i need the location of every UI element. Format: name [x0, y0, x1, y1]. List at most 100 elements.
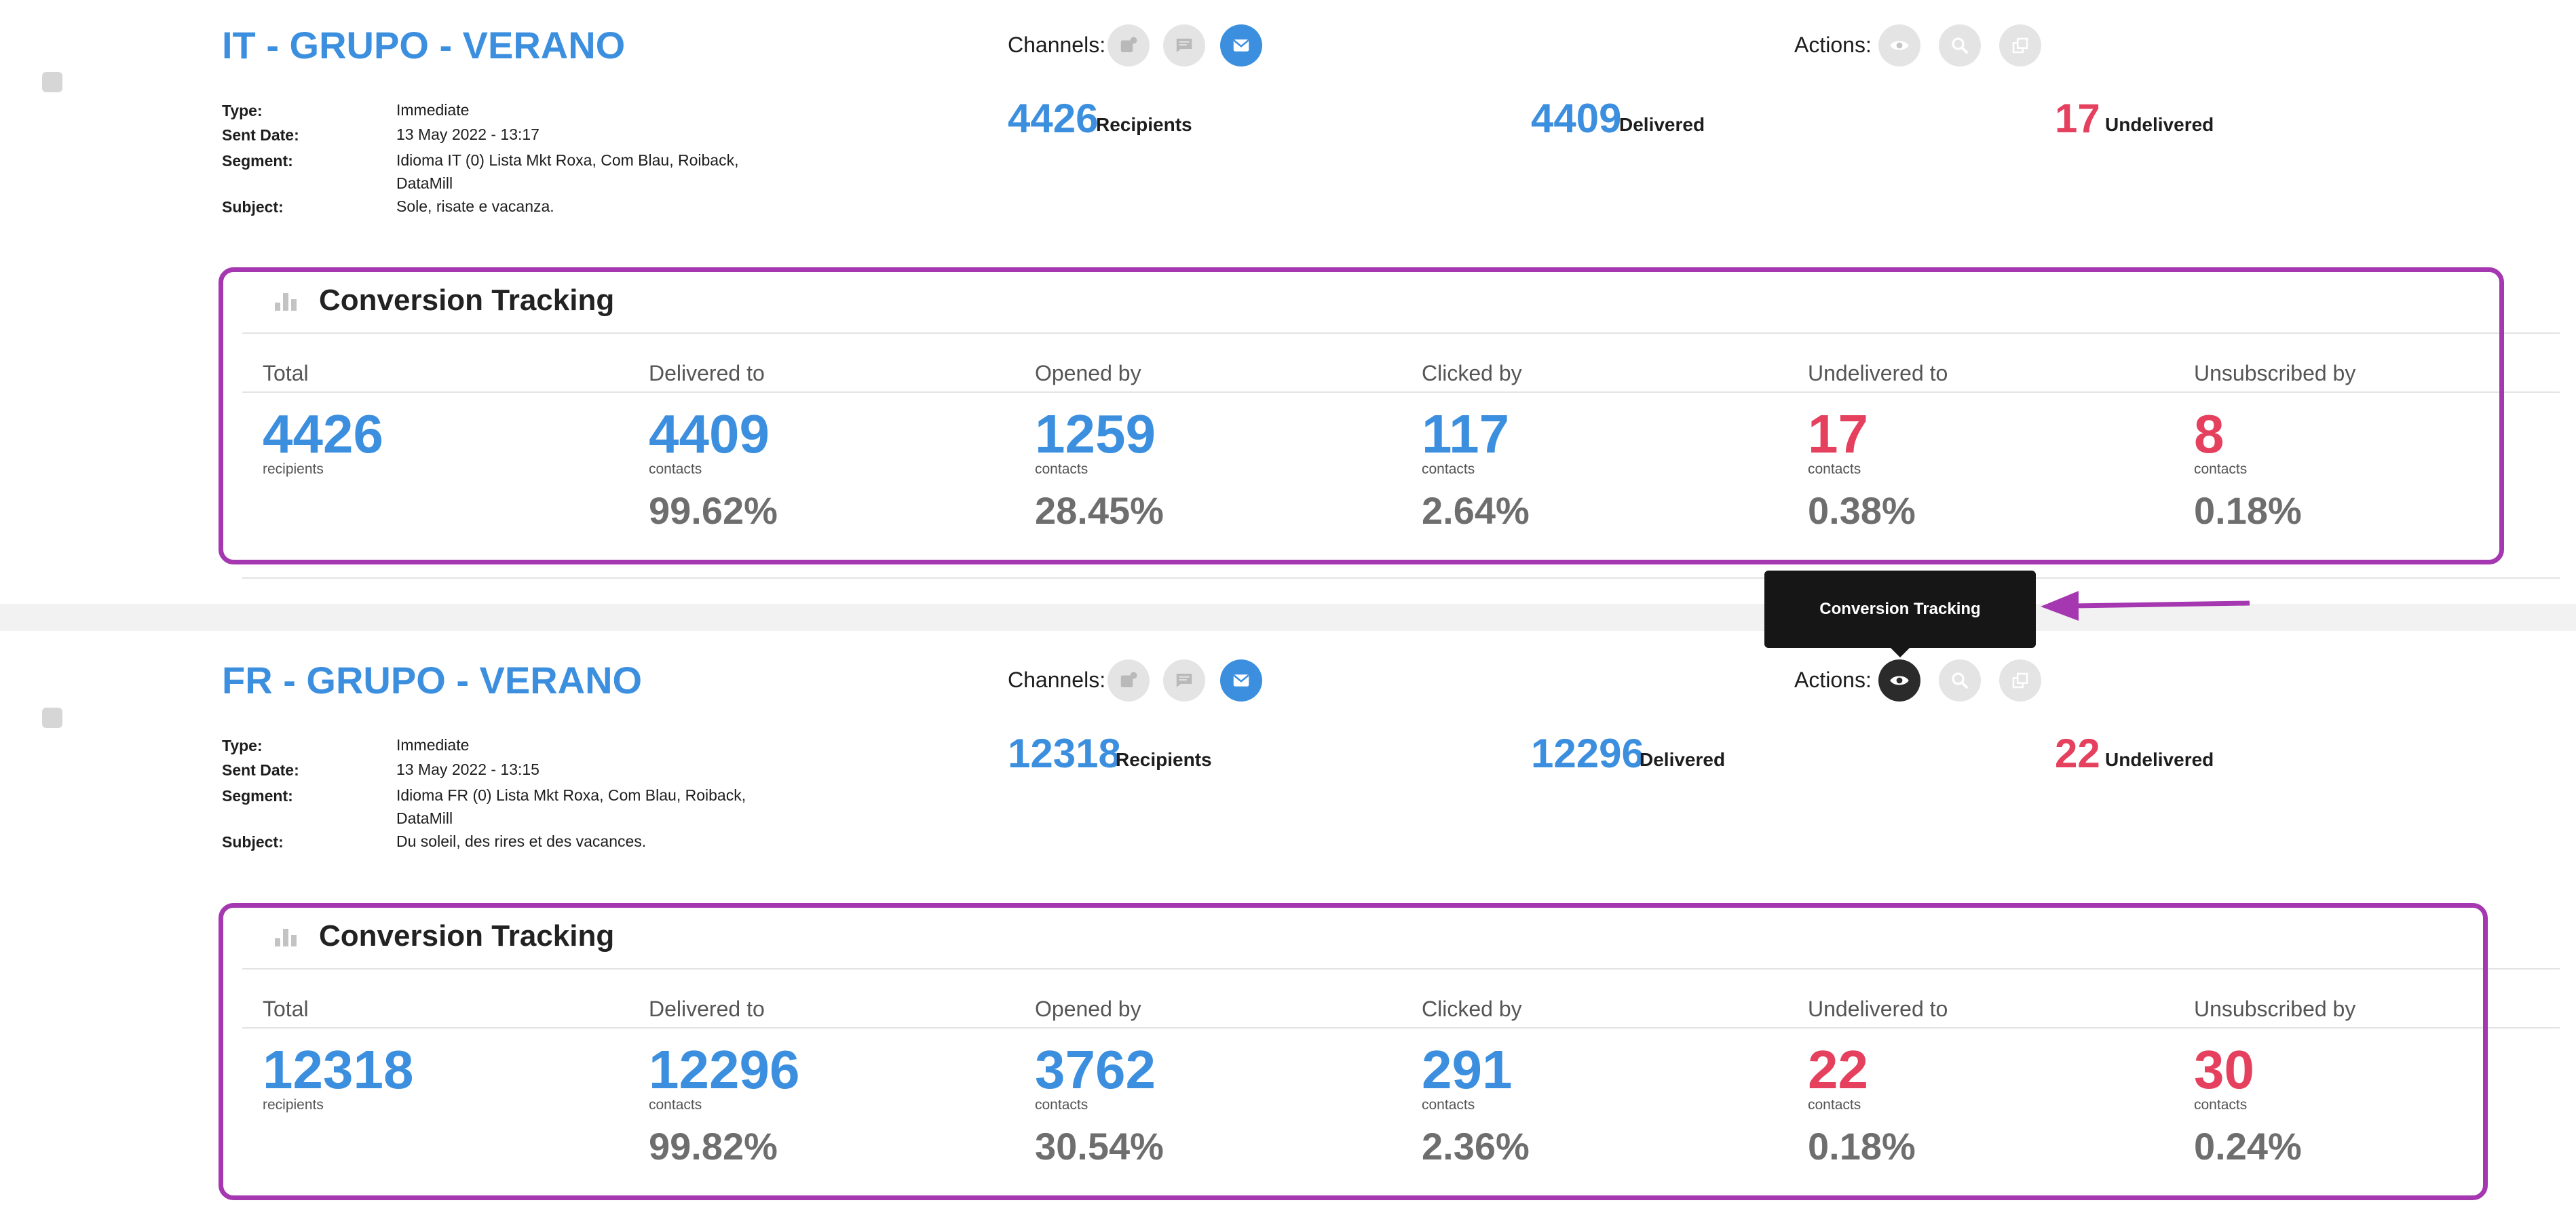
ct-opened-head: Opened by — [1035, 361, 1141, 385]
ct-header-divider — [242, 968, 2560, 970]
ct-opened-unit: contacts — [1035, 461, 1088, 477]
segment-label: Segment: — [222, 152, 293, 170]
subject-label: Subject: — [222, 198, 284, 216]
campaign-title[interactable]: IT - GRUPO - VERANO — [222, 24, 626, 66]
ct-delivered-pct: 99.62% — [649, 489, 778, 532]
ct-clicked-pct: 2.64% — [1422, 489, 1530, 532]
sms-chat-icon — [1176, 674, 1192, 687]
sent-date-label: Sent Date: — [222, 761, 299, 779]
type-label: Type: — [222, 102, 263, 119]
ct-total-value: 12318 — [263, 1039, 414, 1100]
campaign-title[interactable]: FR - GRUPO - VERANO — [222, 659, 643, 702]
ct-total-head: Total — [263, 361, 309, 385]
ct-delivered-value: 4409 — [649, 404, 770, 464]
email-channel-button[interactable] — [1220, 659, 1262, 702]
ct-title: Conversion Tracking — [319, 284, 615, 317]
segment-value-line1: Idioma FR (0) Lista Mkt Roxa, Com Blau, … — [396, 786, 746, 804]
email-channel-button[interactable] — [1220, 24, 1262, 66]
duplicate-copy-icon — [2012, 672, 2028, 689]
tooltip-text: Conversion Tracking — [1819, 600, 1981, 618]
campaign-separator — [0, 604, 2576, 631]
push-channel-button[interactable] — [1107, 659, 1150, 702]
view-conversion-button[interactable] — [1878, 24, 1920, 66]
ct-delivered-pct: 99.82% — [649, 1125, 778, 1168]
channels-label: Channels: — [1008, 33, 1106, 57]
sent-date-label: Sent Date: — [222, 126, 299, 144]
ct-delivered-unit: contacts — [649, 461, 702, 477]
delivered-label: Delivered — [1640, 749, 1726, 770]
campaign-it: IT - GRUPO - VERANO Type: Immediate Sent… — [0, 0, 2576, 604]
push-channel-button[interactable] — [1107, 24, 1150, 66]
view-conversion-button[interactable] — [1878, 659, 1920, 702]
duplicate-campaign-button[interactable] — [1999, 24, 2041, 66]
ct-unsubscribed-value: 8 — [2194, 404, 2224, 464]
ct-bottom-divider — [242, 577, 2560, 579]
email-envelope-icon — [1233, 674, 1249, 687]
search-details-button[interactable] — [1939, 24, 1981, 66]
ct-columns-divider — [242, 391, 2560, 393]
sent-date-value: 13 May 2022 - 13:15 — [396, 761, 539, 778]
actions-label: Actions: — [1794, 33, 1872, 57]
ct-highlight-frame — [219, 267, 2504, 564]
sent-date-value: 13 May 2022 - 13:17 — [396, 126, 539, 143]
ct-clicked-head: Clicked by — [1422, 361, 1522, 385]
bar-chart-icon — [275, 929, 297, 946]
sms-chat-icon — [1176, 39, 1192, 52]
type-value: Immediate — [396, 736, 470, 754]
segment-value-line2: DataMill — [396, 809, 453, 827]
ct-clicked-unit: contacts — [1422, 461, 1475, 477]
actions-label: Actions: — [1794, 668, 1872, 692]
ct-opened-unit: contacts — [1035, 1097, 1088, 1113]
ct-opened-pct: 28.45% — [1035, 489, 1164, 532]
ct-undelivered-value: 22 — [1808, 1039, 1868, 1100]
undelivered-count: 22 — [2055, 731, 2100, 776]
eye-icon — [1890, 676, 1909, 685]
campaign-select-checkbox[interactable] — [42, 708, 62, 728]
ct-opened-pct: 30.54% — [1035, 1125, 1164, 1168]
ct-clicked-head: Clicked by — [1422, 997, 1522, 1021]
channels-label: Channels: — [1008, 668, 1106, 692]
ct-clicked-value: 117 — [1422, 404, 1510, 464]
campaign-select-checkbox[interactable] — [42, 72, 62, 92]
undelivered-count: 17 — [2055, 96, 2100, 141]
recipients-label: Recipients — [1096, 114, 1192, 135]
ct-undelivered-pct: 0.38% — [1808, 489, 1916, 532]
ct-clicked-unit: contacts — [1422, 1097, 1475, 1113]
ct-title: Conversion Tracking — [319, 919, 615, 953]
search-details-button[interactable] — [1939, 659, 1981, 702]
ct-undelivered-head: Undelivered to — [1808, 361, 1948, 385]
segment-label: Segment: — [222, 787, 293, 805]
bar-chart-icon — [275, 293, 297, 311]
ct-columns-divider — [242, 1027, 2560, 1029]
ct-undelivered-head: Undelivered to — [1808, 997, 1948, 1021]
type-value: Immediate — [396, 101, 470, 119]
sms-channel-button[interactable] — [1163, 659, 1205, 702]
push-notification-icon — [1120, 672, 1137, 687]
eye-icon — [1890, 41, 1909, 50]
magnifier-search-icon — [1952, 672, 1969, 689]
delivered-count: 4409 — [1531, 96, 1622, 141]
magnifier-search-icon — [1952, 37, 1969, 54]
conversion-tracking-tooltip: Conversion Tracking — [1764, 571, 2036, 648]
duplicate-campaign-button[interactable] — [1999, 659, 2041, 702]
ct-opened-value: 3762 — [1035, 1039, 1156, 1100]
annotation-arrow-icon — [2041, 591, 2250, 621]
delivered-label: Delivered — [1619, 114, 1705, 135]
delivered-count: 12296 — [1531, 731, 1644, 776]
ct-clicked-value: 291 — [1422, 1039, 1513, 1100]
ct-highlight-frame — [219, 903, 2488, 1200]
tooltip-pointer — [1891, 648, 1910, 657]
ct-delivered-head: Delivered to — [649, 997, 765, 1021]
sms-channel-button[interactable] — [1163, 24, 1205, 66]
segment-value-line1: Idioma IT (0) Lista Mkt Roxa, Com Blau, … — [396, 151, 739, 169]
undelivered-label: Undelivered — [2105, 749, 2214, 770]
undelivered-label: Undelivered — [2105, 114, 2214, 135]
recipients-count: 12318 — [1008, 731, 1121, 776]
ct-unsubscribed-pct: 0.18% — [2194, 489, 2302, 532]
ct-total-value: 4426 — [263, 404, 383, 464]
ct-unsubscribed-unit: contacts — [2194, 461, 2248, 477]
ct-delivered-value: 12296 — [649, 1039, 800, 1100]
ct-clicked-pct: 2.36% — [1422, 1125, 1530, 1168]
ct-undelivered-pct: 0.18% — [1808, 1125, 1916, 1168]
subject-label: Subject: — [222, 833, 284, 851]
